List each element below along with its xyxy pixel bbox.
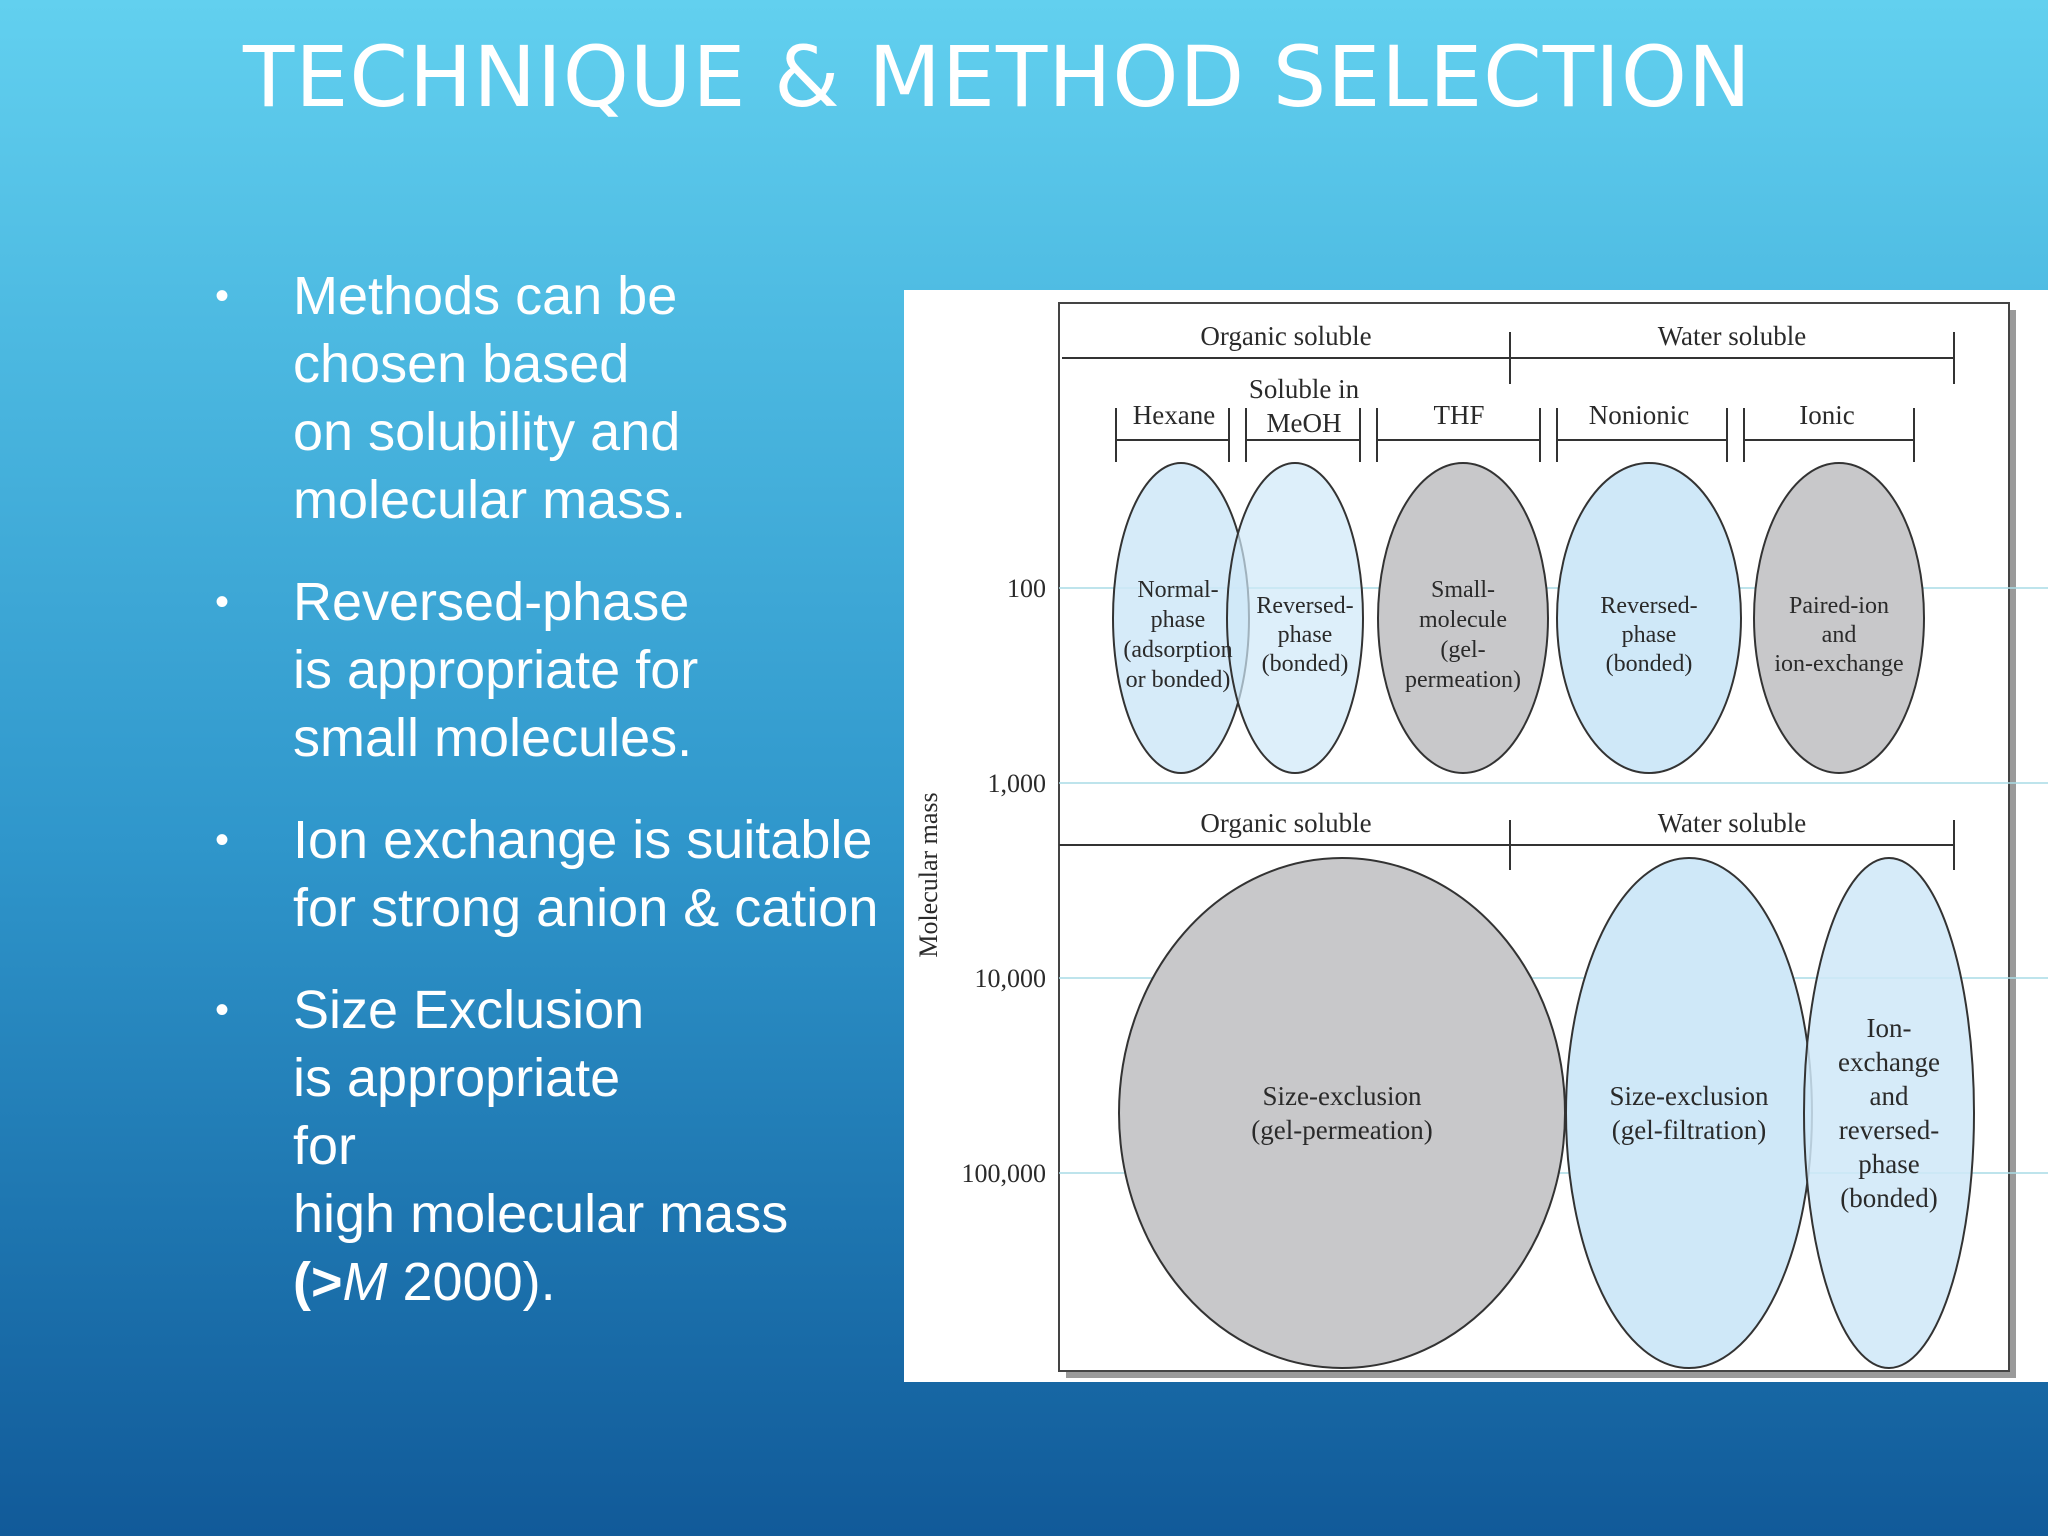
axis-label: Molecular mass xyxy=(914,792,943,957)
bullet-line: small molecules. xyxy=(293,708,693,768)
ellipse-ion-exchange-rp xyxy=(1803,857,1975,1369)
header-organic-soluble: Organic soluble xyxy=(1200,321,1371,351)
ellipse-label: molecule xyxy=(1419,607,1507,633)
ellipse-label: permeation) xyxy=(1405,667,1521,693)
ellipse-label: (adsorption xyxy=(1123,637,1232,663)
bullet-line: is appropriate xyxy=(293,1048,621,1108)
bullet-line: for xyxy=(293,1116,357,1176)
header-water-soluble-bottom: Water soluble xyxy=(1658,808,1807,838)
ellipse-label: Paired-ion xyxy=(1789,593,1889,619)
ellipse-label: Normal- xyxy=(1137,577,1218,603)
bullet-line: (>M 2000). xyxy=(293,1248,910,1316)
ellipse-size-exclusion-gf xyxy=(1565,857,1813,1369)
bullet-item: • Ion exchange is suitable for strong an… xyxy=(210,806,910,942)
method-selection-diagram: 100 1,000 10,000 100,000 Molecular mass … xyxy=(914,302,2048,1378)
bullet-line: Ion exchange is suitable xyxy=(293,810,873,870)
tick-label: 1,000 xyxy=(988,769,1047,798)
bullet-line: is appropriate for xyxy=(293,640,699,700)
bullet-line: for strong anion & cation xyxy=(293,878,879,938)
ellipse-label: phase xyxy=(1858,1149,1919,1179)
ellipse-label: and xyxy=(1822,622,1857,648)
ellipse-label: ion-exchange xyxy=(1774,651,1903,677)
bullet-line: Size Exclusion xyxy=(293,980,645,1040)
bullet-line: molecular mass. xyxy=(293,470,687,530)
ellipse-label: (gel-filtration) xyxy=(1612,1115,1766,1145)
ellipse-label: Small- xyxy=(1431,577,1495,603)
bullet-item: • Size Exclusion is appropriate for high… xyxy=(210,976,910,1316)
bullet-line: Methods can be xyxy=(293,266,678,326)
tick-label: 100 xyxy=(1007,574,1046,603)
bullet-line: high molecular mass xyxy=(293,1184,789,1244)
ellipse-label: (bonded) xyxy=(1606,651,1693,677)
ellipse-label: or bonded) xyxy=(1126,667,1231,693)
solvent-brackets xyxy=(1115,408,1915,462)
slide-title: TECHNIQUE & METHOD SELECTION xyxy=(243,28,1752,126)
diagram-panel: 100 1,000 10,000 100,000 Molecular mass … xyxy=(904,290,2048,1382)
bullet-paren-open: (> xyxy=(293,1252,343,1312)
ellipse-label: phase xyxy=(1278,622,1333,648)
ellipse-label: and xyxy=(1870,1081,1909,1111)
ellipse-small-molecule xyxy=(1377,462,1549,774)
bullet-dot: • xyxy=(215,274,230,318)
bullet-line: chosen based xyxy=(293,334,630,394)
ellipse-label: (gel- xyxy=(1440,637,1485,663)
bullet-item: • Methods can be chosen based on solubil… xyxy=(210,262,910,534)
solvent-meoh: MeOH xyxy=(1267,408,1342,438)
solvent-ionic: Ionic xyxy=(1799,400,1854,430)
solvent-thf: THF xyxy=(1433,400,1484,430)
bullet-dot: • xyxy=(215,818,230,862)
ellipse-size-exclusion-gpc xyxy=(1118,857,1566,1369)
ellipse-label: exchange xyxy=(1838,1047,1940,1077)
bullet-item: • Reversed-phase is appropriate for smal… xyxy=(210,568,910,772)
ellipse-reversed-phase-water xyxy=(1556,462,1742,774)
bottom-header-bracket xyxy=(1059,820,1955,870)
solvent-hexane: Hexane xyxy=(1133,400,1215,430)
bullet-line: on solubility and xyxy=(293,402,681,462)
bullet-italic-m: M xyxy=(342,1252,388,1312)
ellipse-label: reversed- xyxy=(1839,1115,1939,1145)
tick-label: 100,000 xyxy=(962,1159,1047,1188)
ellipse-label: (bonded) xyxy=(1840,1183,1937,1213)
header-water-soluble: Water soluble xyxy=(1658,321,1807,351)
ellipse-label: Size-exclusion xyxy=(1263,1081,1422,1111)
ellipse-label: Reversed- xyxy=(1256,593,1353,619)
ellipse-label: Ion- xyxy=(1867,1013,1912,1043)
ellipse-paired-ion xyxy=(1753,462,1925,774)
ellipse-label: phase xyxy=(1622,622,1677,648)
header-organic-soluble-bottom: Organic soluble xyxy=(1200,808,1371,838)
ellipse-label: Reversed- xyxy=(1600,593,1697,619)
tick-label: 10,000 xyxy=(975,964,1047,993)
bullet-dot: • xyxy=(215,988,230,1032)
bullet-dot: • xyxy=(215,580,230,624)
ellipse-label: Size-exclusion xyxy=(1610,1081,1769,1111)
ellipse-reversed-phase-organic xyxy=(1226,462,1364,774)
bullet-paren-close: 2000). xyxy=(387,1252,556,1312)
solvent-meoh-top: Soluble in xyxy=(1249,374,1360,404)
bullet-list: • Methods can be chosen based on solubil… xyxy=(210,262,910,1350)
solvent-nonionic: Nonionic xyxy=(1589,400,1690,430)
ellipse-label: phase xyxy=(1151,607,1206,633)
bullet-line: Reversed-phase xyxy=(293,572,690,632)
ellipse-label: (gel-permeation) xyxy=(1251,1115,1432,1145)
ellipse-label: (bonded) xyxy=(1262,651,1349,677)
top-header-bracket xyxy=(1062,332,1955,384)
